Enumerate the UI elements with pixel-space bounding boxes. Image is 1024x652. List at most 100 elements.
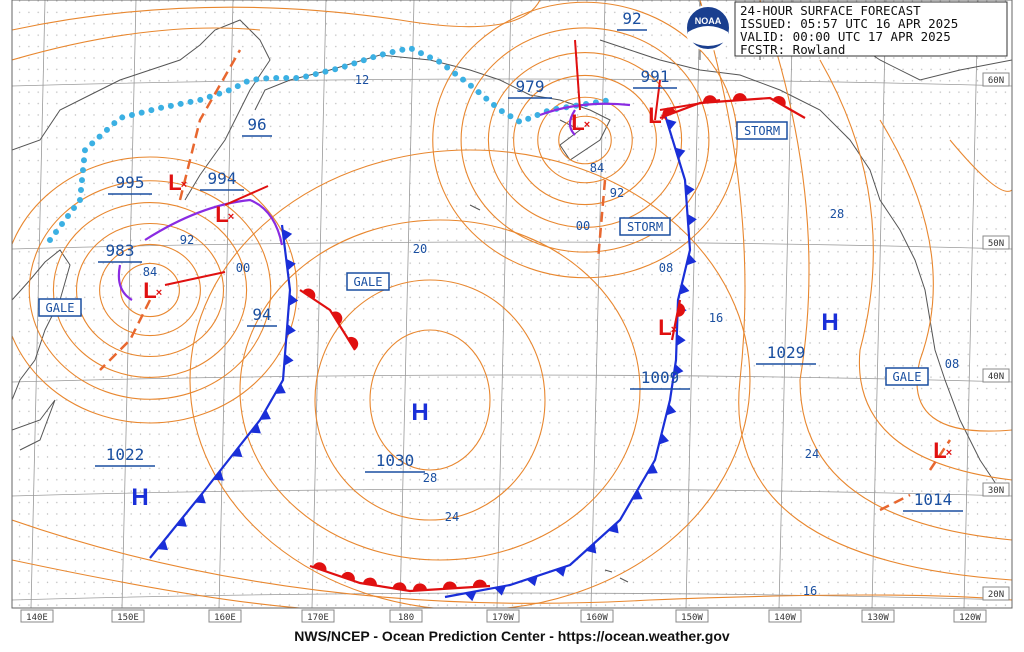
pressure-center: 1029 — [767, 343, 806, 362]
front-pip — [275, 383, 286, 394]
front-pip — [608, 522, 619, 534]
isobar-label: 16 — [803, 584, 817, 598]
lat-label-box — [982, 72, 1010, 87]
low-mark: × — [228, 211, 234, 223]
lon-label-box — [301, 609, 335, 623]
isobar — [487, 52, 683, 228]
lon-label-box — [580, 609, 614, 623]
lat-label-box — [982, 368, 1010, 383]
isobar-label: 84 — [143, 265, 157, 279]
map-frame — [11, 0, 1013, 609]
pressure-center: 994 — [208, 169, 237, 188]
front-pip — [666, 403, 677, 416]
isobar-label: 84 — [590, 161, 604, 175]
isobar — [189, 149, 751, 608]
lat-label: 20N — [988, 590, 1004, 600]
lat-label-box — [982, 586, 1010, 601]
front-pip — [464, 591, 477, 602]
occluded-front — [144, 198, 284, 246]
lon-label: 170W — [492, 613, 514, 623]
lon-label-box — [208, 609, 242, 623]
low-center: L — [168, 170, 181, 195]
front-pip — [176, 516, 187, 527]
lat-label-box — [982, 235, 1010, 250]
isobar — [52, 202, 248, 378]
front-pip — [679, 283, 690, 295]
lon-label-box — [486, 609, 520, 623]
front-pip — [585, 542, 597, 554]
trough — [178, 49, 242, 201]
isobar — [819, 59, 1012, 481]
front-pip — [392, 582, 407, 591]
front-pip — [286, 323, 296, 336]
trough — [879, 439, 952, 512]
lat-label: 40N — [988, 372, 1004, 382]
low-mark: × — [156, 287, 162, 299]
warning-box — [736, 121, 788, 140]
ice-edge — [47, 44, 613, 243]
low-center: L — [933, 438, 946, 463]
low-center: L — [215, 202, 228, 227]
warning-label: GALE — [893, 370, 922, 384]
front-pip — [412, 583, 427, 591]
high-center: H — [411, 399, 428, 426]
motion-arrow — [654, 79, 661, 121]
front-pip — [284, 353, 294, 366]
low-mark: × — [661, 112, 667, 124]
front-pip — [526, 575, 538, 587]
lon-label: 170E — [307, 613, 329, 623]
warning-label: GALE — [46, 301, 75, 315]
front-pip — [347, 336, 359, 350]
lon-label-box — [861, 609, 895, 623]
front-pip — [157, 539, 168, 551]
isobar — [12, 27, 261, 61]
motion-arrow — [164, 271, 226, 286]
front-pip — [302, 288, 316, 300]
pressure-center: 991 — [641, 67, 670, 86]
lon-label: 180 — [398, 613, 414, 623]
isobar — [12, 519, 1012, 604]
isobar — [314, 279, 546, 521]
warning-label: GALE — [354, 275, 383, 289]
isobar — [12, 559, 301, 608]
front-pip — [772, 95, 786, 107]
front-pip — [260, 409, 271, 420]
front-pip — [213, 470, 224, 481]
high-center: H — [821, 309, 838, 336]
front-pip — [631, 489, 643, 500]
isobar-label: 12 — [355, 73, 369, 87]
isobar-label: 92 — [180, 233, 194, 247]
isobar-label: 92 — [610, 186, 624, 200]
low-center: L — [658, 315, 671, 340]
isobar — [28, 180, 272, 400]
cold-front — [444, 114, 692, 599]
isobar — [759, 0, 1012, 541]
pressure-center: 983 — [106, 241, 135, 260]
pressure-center: 1009 — [641, 368, 680, 387]
isobar — [75, 222, 225, 358]
lat-label: 60N — [988, 76, 1004, 86]
isobar-label: 24 — [445, 510, 459, 524]
trough — [99, 299, 152, 371]
parallel — [12, 374, 1012, 383]
isobar — [513, 74, 657, 206]
front-pip — [312, 562, 327, 572]
isobar — [239, 219, 641, 561]
front-pip — [472, 579, 487, 588]
isobar — [432, 1, 738, 279]
front-pip — [666, 118, 677, 131]
front-pip — [442, 581, 457, 589]
lon-label: 140W — [774, 613, 796, 623]
occluded-front — [117, 264, 133, 301]
front-pip — [362, 577, 377, 586]
front-pip — [676, 333, 686, 346]
isobar — [558, 115, 612, 165]
low-center: L — [648, 103, 661, 128]
front-pip — [676, 302, 686, 317]
isobar — [12, 0, 541, 31]
header-issued: ISSUED: 05:57 UTC 16 APR 2025 — [740, 16, 958, 31]
isobar — [12, 156, 298, 424]
front-pip — [686, 253, 697, 266]
occluded-front — [539, 102, 631, 136]
high-center: H — [131, 484, 148, 511]
